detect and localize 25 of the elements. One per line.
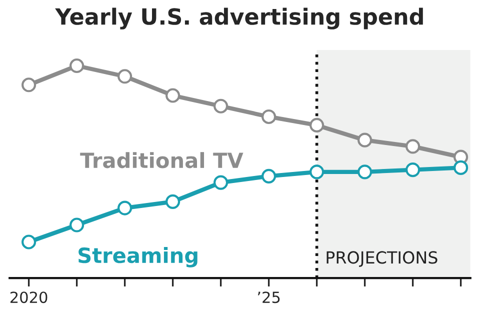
point [22, 78, 36, 92]
point [262, 109, 276, 124]
point [70, 218, 84, 232]
point [166, 88, 180, 103]
point [262, 168, 276, 184]
point [358, 164, 372, 180]
band-label: PROJECTIONS [326, 251, 438, 267]
x-tick-label: ’25 [258, 292, 280, 304]
point [406, 139, 420, 154]
point [310, 164, 324, 180]
point [214, 175, 228, 190]
series-label: Streaming [78, 247, 198, 268]
point [310, 118, 324, 133]
point [118, 200, 132, 216]
point [22, 234, 36, 250]
chart-title: Yearly U.S. advertising spend [55, 8, 423, 30]
point [70, 58, 84, 74]
point [454, 160, 468, 175]
point [214, 98, 228, 114]
point [118, 69, 132, 84]
point [358, 132, 372, 148]
point [166, 194, 180, 209]
point [406, 162, 420, 178]
x-tick-label: 2020 [10, 292, 48, 304]
series-label: Traditional TV [80, 152, 244, 168]
